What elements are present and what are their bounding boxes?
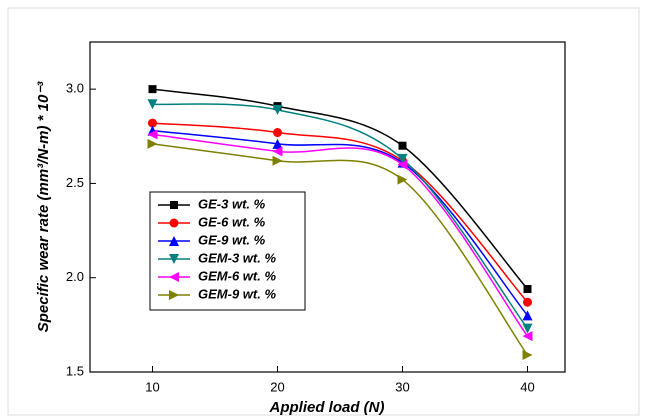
frame	[7, 7, 640, 416]
marker	[397, 159, 408, 170]
legend-label: GEM-9 wt. %	[198, 286, 276, 301]
y-tick-label: 1.5	[66, 363, 84, 378]
legend-label: GEM-3 wt. %	[198, 250, 276, 265]
marker	[397, 174, 408, 185]
x-tick-label: 20	[270, 379, 284, 394]
marker	[272, 138, 283, 149]
marker	[169, 236, 179, 246]
marker	[147, 129, 158, 140]
legend-label: GEM-6 wt. %	[198, 268, 276, 283]
y-tick-label: 2.5	[66, 175, 84, 190]
x-tick-label: 10	[145, 379, 159, 394]
marker	[169, 290, 179, 300]
y-tick-label: 3.0	[66, 81, 84, 96]
marker	[522, 310, 533, 321]
marker	[397, 153, 408, 164]
marker	[148, 85, 157, 94]
marker	[272, 104, 283, 115]
marker	[147, 99, 158, 110]
y-axis-label: Specific wear rate (mm³/N-m) * 10⁻³	[35, 81, 52, 333]
marker	[523, 285, 532, 294]
legend-label: GE-9 wt. %	[198, 232, 266, 247]
marker	[272, 146, 283, 157]
series-line	[152, 129, 529, 316]
series-line	[152, 143, 529, 356]
marker	[169, 272, 179, 282]
marker	[398, 141, 407, 150]
marker	[170, 201, 178, 209]
series-line	[152, 103, 529, 330]
marker	[148, 118, 157, 128]
y-tick-label: 2.0	[66, 269, 84, 284]
marker	[522, 323, 533, 334]
x-axis-label: Applied load (N)	[269, 399, 385, 416]
marker	[169, 218, 179, 228]
marker	[523, 297, 532, 307]
series-line	[152, 88, 529, 290]
x-tick-label: 40	[520, 379, 534, 394]
marker	[147, 138, 158, 149]
legend-box	[149, 191, 306, 311]
plot-frame	[89, 41, 566, 373]
legend-label: GE-3 wt. %	[198, 196, 266, 211]
marker	[522, 350, 533, 361]
legend-label: GE-6 wt. %	[198, 214, 266, 229]
marker	[169, 254, 179, 264]
series-line	[152, 122, 529, 303]
marker	[272, 155, 283, 166]
marker	[273, 128, 282, 138]
marker	[522, 331, 533, 342]
x-tick-label: 30	[395, 379, 409, 394]
series-line	[152, 133, 529, 337]
